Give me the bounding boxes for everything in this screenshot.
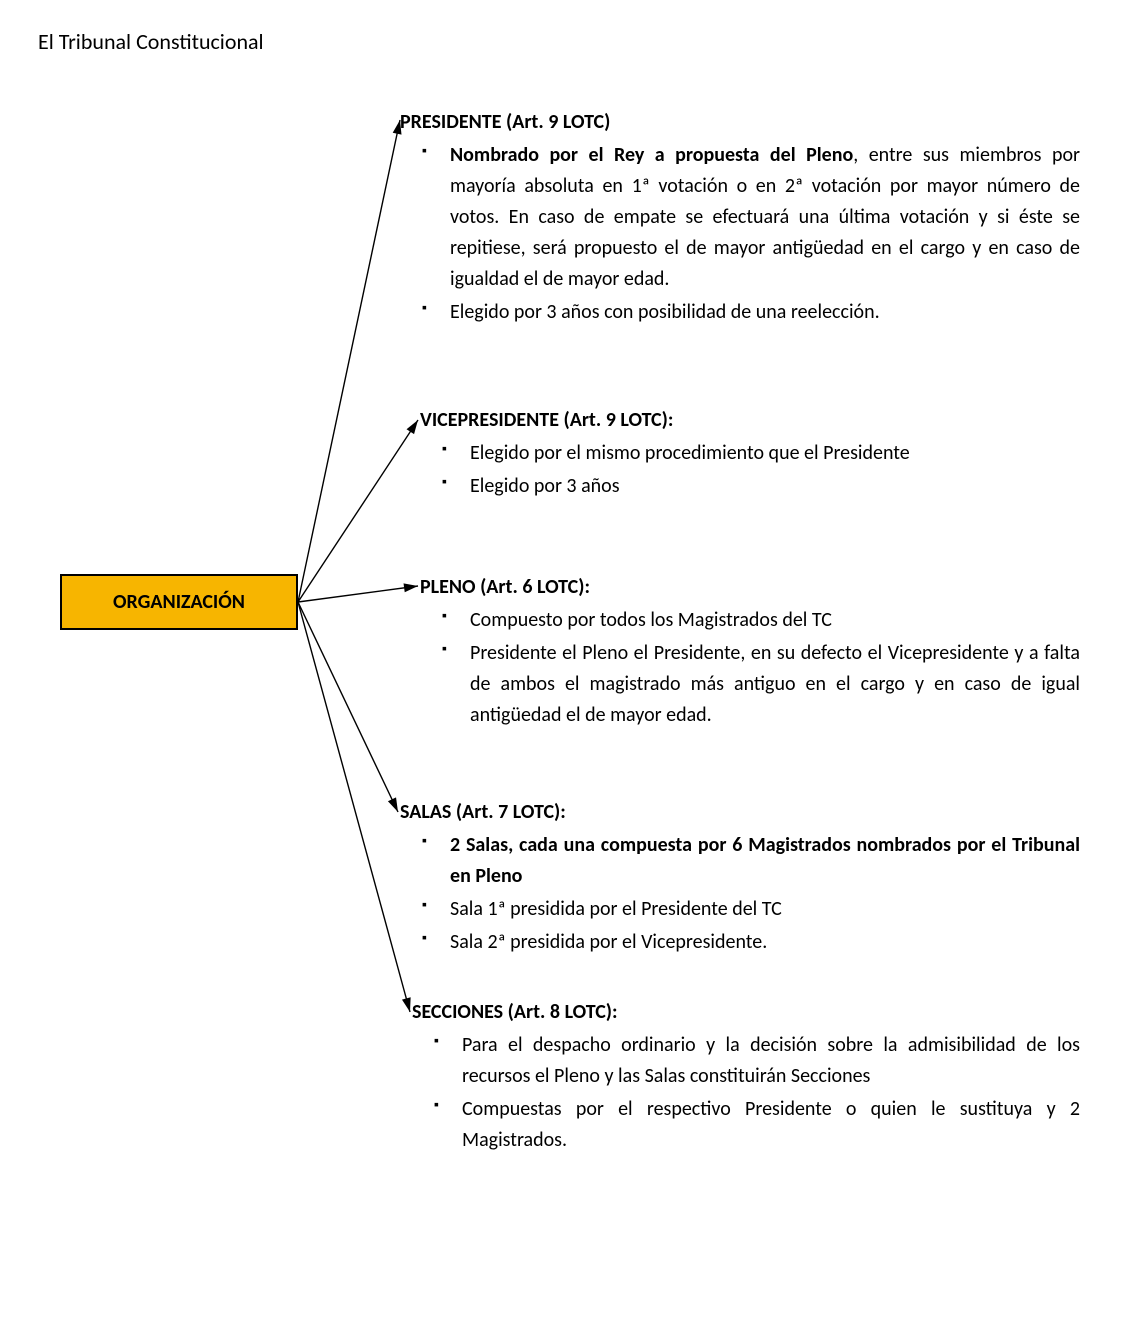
root-node: ORGANIZACIÓN	[60, 574, 298, 630]
list-item: Elegido por el mismo procedimiento que e…	[470, 438, 1080, 469]
list-item: Compuestas por el respectivo Presidente …	[462, 1094, 1080, 1156]
section-heading: VICEPRESIDENTE (Art. 9 LOTC):	[420, 408, 1080, 432]
section-heading: SALAS (Art. 7 LOTC):	[400, 800, 1080, 824]
section-items: Compuesto por todos los Magistrados del …	[420, 605, 1080, 731]
list-item: Para el despacho ordinario y la decisión…	[462, 1030, 1080, 1092]
list-item: Elegido por 3 años con posibilidad de un…	[450, 297, 1080, 328]
section-pleno: PLENO (Art. 6 LOTC): Compuesto por todos …	[420, 575, 1080, 733]
list-item: Presidente el Pleno el Presidente, en su…	[470, 638, 1080, 731]
list-item: 2 Salas, cada una compuesta por 6 Magist…	[450, 830, 1080, 892]
section-heading: SECCIONES (Art. 8 LOTC):	[412, 1000, 1080, 1024]
list-item: Elegido por 3 años	[470, 471, 1080, 502]
section-vicepresidente: VICEPRESIDENTE (Art. 9 LOTC): Elegido por…	[420, 408, 1080, 504]
section-salas: SALAS (Art. 7 LOTC): 2 Salas, cada una co…	[400, 800, 1080, 960]
list-item: Sala 1ª presidida por el Presidente del …	[450, 894, 1080, 925]
section-items: Elegido por el mismo procedimiento que e…	[420, 438, 1080, 502]
section-items: Para el despacho ordinario y la decisión…	[412, 1030, 1080, 1156]
list-item: Sala 2ª presidida por el Vicepresidente.	[450, 927, 1080, 958]
root-label: ORGANIZACIÓN	[113, 590, 245, 614]
section-items: Nombrado por el Rey a propuesta del Plen…	[400, 140, 1080, 328]
section-presidente: PRESIDENTE (Art. 9 LOTC) Nombrado por el …	[400, 110, 1080, 330]
list-item: Nombrado por el Rey a propuesta del Plen…	[450, 140, 1080, 295]
list-item: Compuesto por todos los Magistrados del …	[470, 605, 1080, 636]
section-items: 2 Salas, cada una compuesta por 6 Magist…	[400, 830, 1080, 958]
page-title: El Tribunal Constitucional	[38, 28, 264, 55]
bold-text: Nombrado por el Rey a propuesta del Plen…	[450, 143, 853, 167]
section-secciones: SECCIONES (Art. 8 LOTC): Para el despacho…	[412, 1000, 1080, 1158]
section-heading: PRESIDENTE (Art. 9 LOTC)	[400, 110, 1080, 134]
section-heading: PLENO (Art. 6 LOTC):	[420, 575, 1080, 599]
bold-text: 2 Salas, cada una compuesta por 6 Magist…	[450, 833, 1080, 888]
